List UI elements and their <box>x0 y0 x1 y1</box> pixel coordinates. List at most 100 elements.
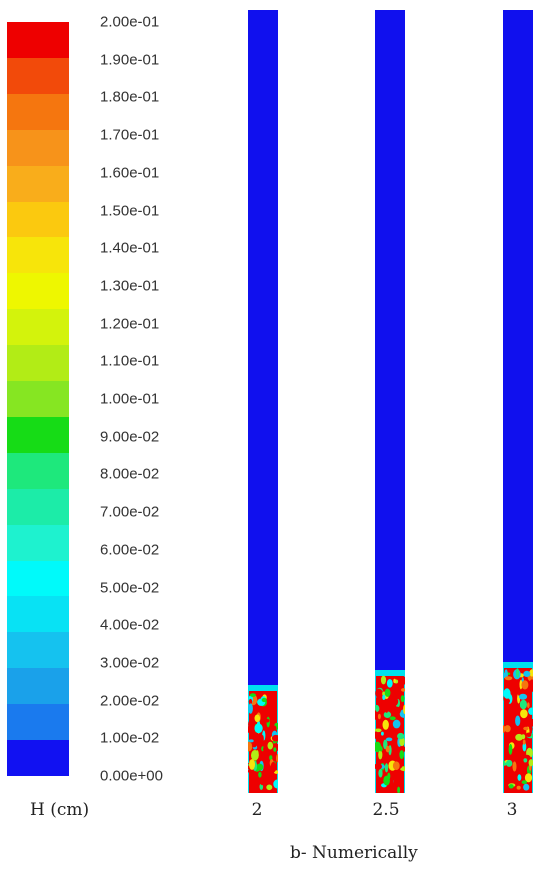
bed-speckle <box>375 763 382 770</box>
unit-label: H (cm) <box>30 800 90 820</box>
bed-speckle <box>266 784 273 791</box>
bed-speckle <box>383 775 390 786</box>
bed-speckle <box>504 725 511 733</box>
bed-speckle <box>515 733 523 741</box>
bed-speckle <box>504 718 507 726</box>
bed-speckle <box>520 709 528 719</box>
bed-speckle <box>263 746 267 753</box>
bed-speckle <box>524 773 533 783</box>
color-scale-tick: 1.40e-01 <box>100 239 160 257</box>
bed-speckle <box>389 716 396 721</box>
color-scale-tick: 1.80e-01 <box>100 88 160 106</box>
color-scale-tick: 1.70e-01 <box>100 126 160 144</box>
bed-speckle <box>259 778 267 786</box>
color-scale-segment <box>7 524 69 562</box>
column-label-2-5: 2.5 <box>372 800 400 820</box>
bed-speckle <box>511 749 515 760</box>
bed-speckle <box>522 742 527 752</box>
bed-speckle <box>254 714 261 723</box>
bed-speckle <box>264 718 270 723</box>
color-scale-tick: 2.00e-02 <box>100 692 160 710</box>
color-scale-segment <box>7 237 69 274</box>
color-scale-segment <box>7 668 69 705</box>
bed-speckle <box>272 725 277 731</box>
bed-speckle <box>273 779 278 789</box>
bed-speckle <box>506 759 513 767</box>
color-scale-segment <box>7 165 69 202</box>
column-label-2: 2 <box>251 800 263 820</box>
bed-speckle <box>381 731 384 736</box>
column-2-5 <box>375 10 405 793</box>
bed-speckle <box>254 723 263 734</box>
color-scale-tick: 1.90e-01 <box>100 51 160 69</box>
bed-speckle <box>271 734 278 742</box>
bed-speckle <box>261 735 264 743</box>
bed-speckle <box>518 693 528 700</box>
bed-speckle <box>269 755 273 761</box>
bed-speckle <box>376 690 384 699</box>
bed-speckle <box>248 720 254 729</box>
bed-speckle <box>270 761 277 773</box>
color-scale-segment <box>7 22 69 59</box>
color-scale-tick: 1.60e-01 <box>100 164 160 182</box>
color-scale-segment <box>7 560 69 597</box>
bed-speckle <box>508 743 513 755</box>
bed-speckle <box>375 731 379 739</box>
bed-speckle <box>382 719 389 730</box>
bed-speckle <box>522 739 526 745</box>
bed-speckle <box>255 750 259 759</box>
bed-speckle <box>378 783 381 793</box>
bed-speckle <box>253 773 257 777</box>
bed-speckle <box>249 730 253 738</box>
color-scale-bar <box>7 22 69 777</box>
column-label-3: 3 <box>506 800 518 820</box>
color-scale-segment <box>7 416 69 454</box>
bed-speckle <box>251 744 257 748</box>
color-scale-tick: 6.00e-02 <box>100 541 160 559</box>
bed-speckle <box>276 754 278 763</box>
bed-speckle <box>504 669 508 679</box>
bed-speckle <box>384 763 389 773</box>
bed-speckle <box>375 710 378 720</box>
bed-speckle <box>391 689 396 697</box>
bed-speckle <box>517 758 524 768</box>
color-scale-segment <box>7 740 69 777</box>
bed-speckle <box>383 711 392 718</box>
color-scale-segment <box>7 129 69 167</box>
color-scale-tick: 7.00e-02 <box>100 503 160 521</box>
bed-speckle <box>248 698 253 705</box>
bed-speckle <box>515 668 520 678</box>
bed-speckle <box>384 688 391 697</box>
column-background <box>375 10 405 793</box>
bed-speckle <box>375 704 380 713</box>
column-contour <box>375 10 405 793</box>
bed-speckle <box>504 698 510 704</box>
bed-speckle <box>503 725 506 733</box>
color-scale-tick: 3.00e-02 <box>100 654 160 672</box>
bed-speckle <box>375 728 382 733</box>
bed-speckle <box>392 706 401 715</box>
color-scale-tick: 1.00e-01 <box>100 390 160 408</box>
bed-speckle <box>377 713 381 720</box>
bed-speckle <box>393 678 396 684</box>
bed-speckle <box>262 756 269 761</box>
bed-speckle <box>529 669 533 677</box>
bed-speckle <box>392 719 401 729</box>
bed-speckle <box>515 715 521 727</box>
bed-speckle <box>385 737 393 742</box>
simulation-columns: 2 2.5 3 <box>248 10 533 820</box>
figure-caption: b- Numerically <box>290 843 418 863</box>
bed-speckle <box>380 675 387 685</box>
bed-speckle <box>384 702 389 713</box>
color-scale-segment <box>7 309 69 346</box>
color-scale-segment <box>7 596 69 633</box>
color-scale-segment <box>7 345 69 382</box>
bed-speckle <box>401 688 405 692</box>
bed-speckle <box>391 697 399 706</box>
bed-speckle <box>379 746 383 752</box>
bed-speckle <box>519 679 523 690</box>
color-scale-segment <box>7 381 69 418</box>
bed-speckle <box>517 774 522 781</box>
bed-speckle <box>519 699 527 710</box>
color-scale-tick: 1.10e-01 <box>100 352 160 370</box>
